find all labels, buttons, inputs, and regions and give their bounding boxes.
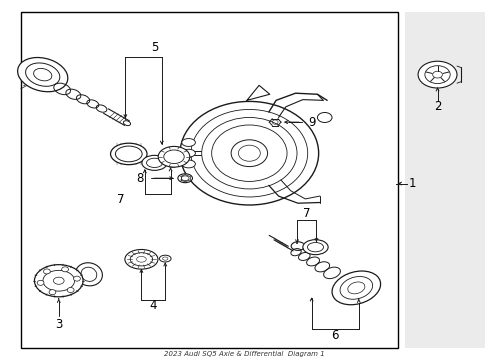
Text: 3: 3	[55, 318, 62, 331]
Ellipse shape	[182, 149, 195, 157]
Circle shape	[73, 276, 80, 281]
Text: 9: 9	[307, 116, 315, 129]
Circle shape	[61, 267, 68, 272]
Ellipse shape	[302, 240, 327, 255]
Text: 8: 8	[136, 172, 143, 185]
Ellipse shape	[158, 147, 189, 167]
Text: 2023 Audi SQ5 Axle & Differential  Diagram 1: 2023 Audi SQ5 Axle & Differential Diagra…	[164, 351, 324, 357]
Ellipse shape	[142, 156, 167, 170]
Ellipse shape	[159, 255, 171, 262]
Ellipse shape	[331, 271, 380, 305]
Text: 7: 7	[117, 193, 124, 206]
Ellipse shape	[231, 140, 267, 167]
Bar	[404, 12, 484, 348]
Text: 6: 6	[330, 329, 338, 342]
Ellipse shape	[110, 143, 147, 165]
Ellipse shape	[124, 249, 158, 269]
Ellipse shape	[182, 160, 195, 168]
Ellipse shape	[75, 263, 102, 286]
Text: 5: 5	[151, 41, 158, 54]
Text: 1: 1	[407, 177, 415, 190]
Bar	[21, 12, 397, 348]
Text: 7: 7	[303, 207, 310, 220]
Text: 2: 2	[433, 100, 440, 113]
Ellipse shape	[18, 58, 68, 92]
Ellipse shape	[317, 112, 331, 122]
Text: 4: 4	[149, 298, 157, 311]
Circle shape	[49, 290, 56, 294]
Ellipse shape	[123, 121, 130, 126]
Circle shape	[43, 269, 50, 274]
Ellipse shape	[180, 102, 318, 205]
Ellipse shape	[34, 265, 83, 297]
Ellipse shape	[178, 174, 192, 183]
Circle shape	[37, 280, 44, 285]
Ellipse shape	[182, 139, 195, 147]
Circle shape	[67, 288, 74, 293]
Ellipse shape	[417, 61, 456, 88]
